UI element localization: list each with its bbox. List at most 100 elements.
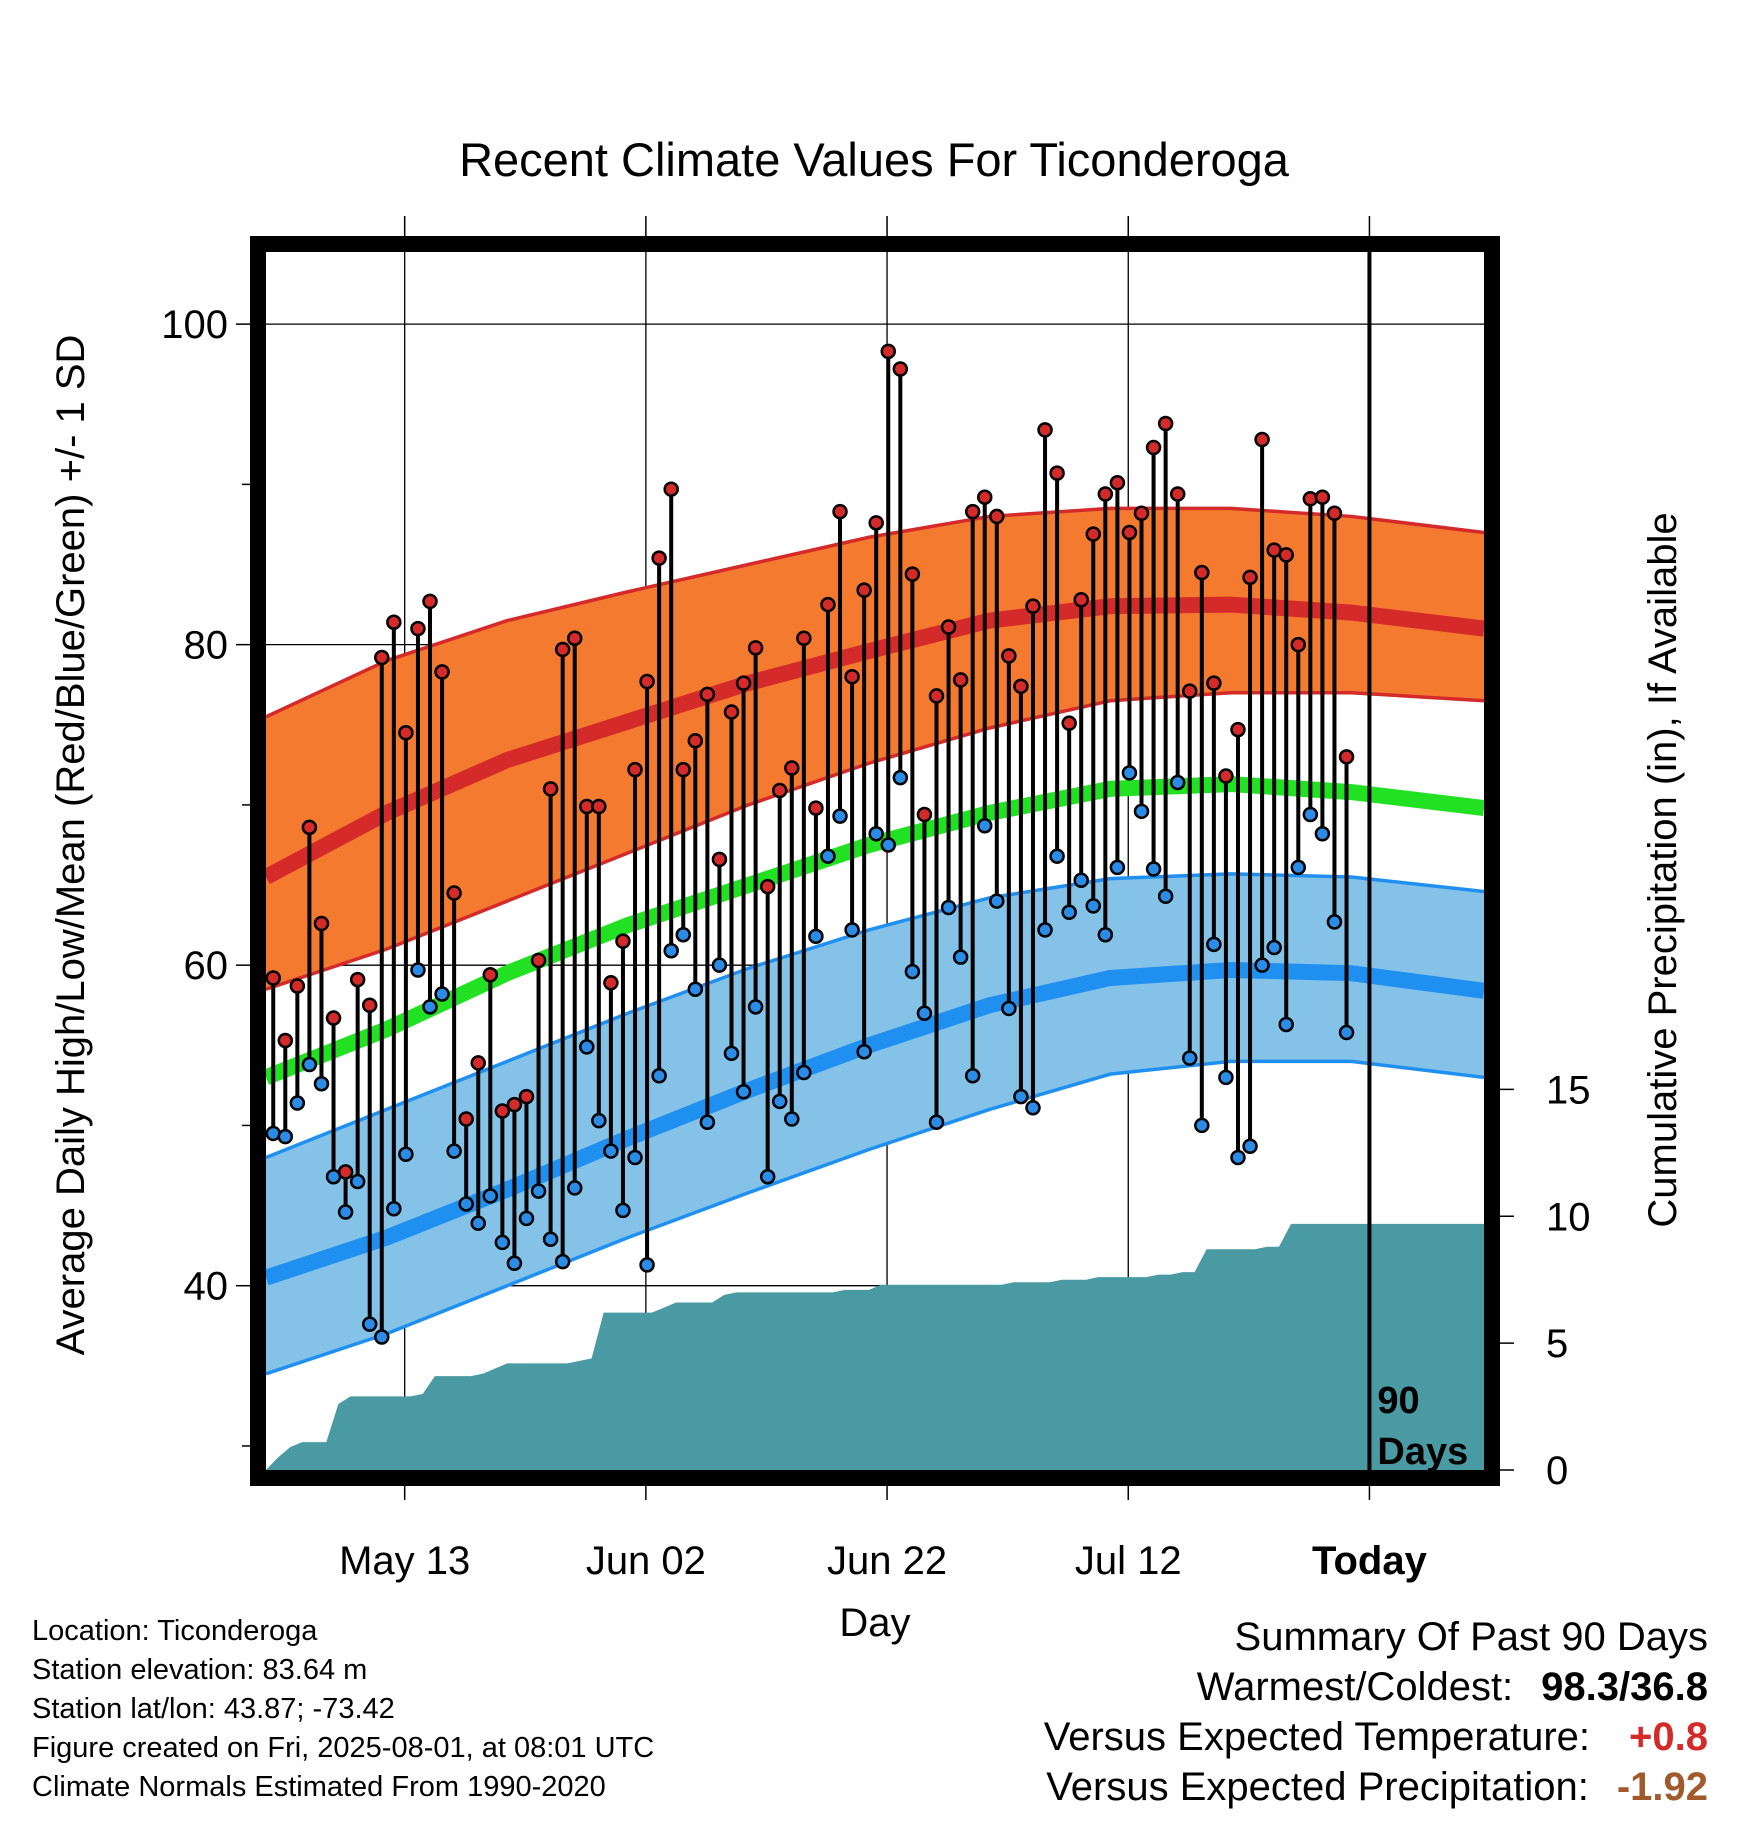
daily-high-point xyxy=(711,851,728,868)
daily-high-point xyxy=(603,975,619,991)
daily-high-point xyxy=(566,630,583,646)
daily-low-point xyxy=(904,963,921,980)
daily-high-point xyxy=(1109,475,1126,491)
x-tick-label: May 13 xyxy=(339,1539,470,1583)
daily-low-point xyxy=(796,1064,812,1081)
daily-high-point xyxy=(1169,486,1186,502)
daily-low-point xyxy=(687,981,704,997)
daily-low-point xyxy=(1338,1024,1355,1041)
daily-high-point xyxy=(1314,489,1331,505)
daily-high-point xyxy=(892,361,909,377)
precip-area xyxy=(266,1223,1484,1470)
y-tick-label: 60 xyxy=(184,944,229,988)
daily-low-point xyxy=(771,1093,788,1110)
daily-high-point xyxy=(796,630,812,646)
y-axis-label-right: Cumulative Precipitation (in), If Availa… xyxy=(1641,512,1685,1227)
daily-high-point xyxy=(422,593,438,610)
daily-low-point xyxy=(1242,1138,1258,1155)
daily-low-point xyxy=(446,1143,462,1159)
daily-high-point xyxy=(277,1032,294,1049)
daily-high-point xyxy=(482,967,499,983)
daily-low-point xyxy=(952,949,969,965)
daily-low-point xyxy=(422,999,438,1015)
daily-high-point xyxy=(1326,505,1343,521)
daily-high-point xyxy=(1001,648,1017,664)
daily-low-point xyxy=(349,1173,366,1190)
daily-low-point xyxy=(1169,774,1186,791)
daily-low-point xyxy=(1218,1069,1234,1086)
daily-high-point xyxy=(398,725,414,741)
normal-low-band-lower-edge xyxy=(266,1059,1484,1376)
daily-high-point xyxy=(361,997,378,1013)
daily-high-point xyxy=(349,971,366,988)
station-info: Location: Ticonderoga Station elevation:… xyxy=(32,1612,654,1807)
daily-low-point xyxy=(711,957,728,973)
daily-low-point xyxy=(1085,898,1102,914)
daily-low-point xyxy=(1121,765,1138,781)
daily-low-point xyxy=(1290,859,1307,876)
daily-high-point xyxy=(1037,422,1053,438)
daily-low-point xyxy=(880,837,897,853)
daily-high-point xyxy=(964,503,981,520)
daily-low-point xyxy=(916,1005,933,1021)
daily-low-point xyxy=(603,1143,619,1159)
daily-low-point xyxy=(566,1180,583,1196)
daily-low-point xyxy=(1194,1117,1210,1134)
daily-high-point xyxy=(832,503,848,520)
daily-high-point xyxy=(410,620,426,637)
daily-high-point xyxy=(470,1055,486,1071)
daily-high-point xyxy=(820,596,836,613)
daily-low-point xyxy=(494,1234,511,1251)
daily-high-point xyxy=(952,672,969,688)
x-tick-label: Jun 22 xyxy=(827,1539,947,1583)
temp-departure-label: Versus Expected Temperature: xyxy=(1043,1715,1590,1759)
daily-low-point xyxy=(892,769,909,786)
daily-high-point xyxy=(1133,505,1150,521)
daily-high-point xyxy=(325,1010,342,1026)
daily-high-point xyxy=(506,1096,523,1113)
daily-low-point xyxy=(398,1146,414,1163)
daily-high-point xyxy=(771,782,788,799)
x-tick-label: Jul 12 xyxy=(1075,1539,1182,1583)
daily-high-point xyxy=(542,781,559,797)
daily-low-point xyxy=(820,848,836,864)
daily-high-point xyxy=(301,819,318,836)
daily-high-point xyxy=(374,649,390,666)
daily-low-point xyxy=(675,926,692,943)
daily-low-point xyxy=(1109,859,1126,876)
daily-low-point xyxy=(361,1316,378,1332)
daily-low-point xyxy=(1061,904,1077,921)
daily-low-point xyxy=(1133,803,1150,820)
daily-low-point xyxy=(1314,826,1331,842)
daily-low-point xyxy=(434,986,450,1002)
daily-low-point xyxy=(554,1253,571,1270)
daily-high-point xyxy=(723,704,740,720)
normal-low-band-upper-edge xyxy=(266,872,1484,1160)
daily-high-point xyxy=(518,1088,535,1105)
daily-high-point xyxy=(530,952,547,969)
daily-high-point xyxy=(651,550,667,566)
normal-high-line xyxy=(266,596,1484,885)
y-tick-label: 80 xyxy=(184,624,229,668)
daily-high-point xyxy=(904,566,921,582)
daily-low-point xyxy=(301,1056,318,1073)
daily-low-point xyxy=(337,1204,354,1220)
daily-high-point xyxy=(615,933,631,949)
info-location: Location: Ticonderoga xyxy=(32,1615,318,1647)
daily-low-point xyxy=(1302,806,1319,823)
precip-departure-value: -1.92 xyxy=(1616,1765,1708,1809)
daily-high-point xyxy=(856,582,872,598)
daily-low-point xyxy=(1037,922,1053,938)
x-axis-label: Day xyxy=(839,1601,910,1645)
daily-high-point xyxy=(1338,749,1355,765)
x-axis: May 13 Jun 02 Jun 22 Jul 12 Today xyxy=(339,216,1428,1583)
daily-low-point xyxy=(1145,861,1162,877)
daily-low-point xyxy=(482,1188,499,1204)
right-axis: 0 5 10 15 xyxy=(1500,1068,1591,1493)
daily-high-point xyxy=(1085,526,1102,542)
x-tick-label: Jun 02 xyxy=(586,1539,706,1583)
daily-low-point xyxy=(410,962,426,978)
daily-high-point xyxy=(844,668,860,685)
daily-low-point xyxy=(1013,1088,1029,1105)
